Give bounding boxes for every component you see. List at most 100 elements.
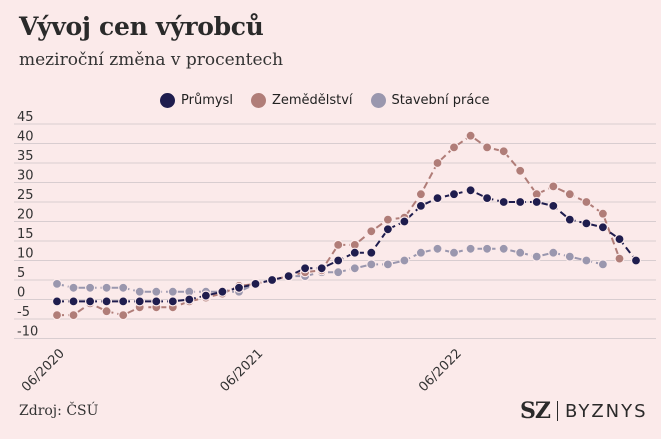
- data-point-0[interactable]: [415, 200, 426, 211]
- data-point-1[interactable]: [564, 189, 575, 200]
- data-point-2[interactable]: [134, 286, 145, 297]
- data-point-0[interactable]: [630, 255, 642, 266]
- legend-item-stavebni-prace[interactable]: Stavební práce: [370, 93, 490, 108]
- series-lines: [56, 134, 637, 317]
- data-point-2[interactable]: [51, 278, 63, 289]
- data-point-0[interactable]: [51, 296, 63, 307]
- data-point-1[interactable]: [614, 253, 625, 264]
- data-point-2[interactable]: [548, 247, 559, 258]
- data-point-1[interactable]: [333, 239, 344, 250]
- data-point-2[interactable]: [68, 282, 79, 293]
- data-point-1[interactable]: [101, 306, 112, 317]
- legend-swatch-stavebni-prace: [370, 93, 386, 108]
- data-point-1[interactable]: [448, 142, 460, 153]
- legend-item-zemedelstvi[interactable]: Zemědělství: [250, 93, 353, 108]
- data-point-0[interactable]: [614, 234, 625, 245]
- y-tick-label: 10: [17, 247, 34, 262]
- data-point-0[interactable]: [448, 189, 460, 200]
- data-point-1[interactable]: [366, 226, 377, 237]
- data-point-1[interactable]: [548, 181, 559, 192]
- data-point-0[interactable]: [134, 296, 145, 307]
- data-point-0[interactable]: [300, 263, 311, 274]
- data-point-1[interactable]: [415, 189, 426, 200]
- brand-divider: [556, 401, 558, 421]
- data-point-2[interactable]: [448, 247, 460, 258]
- y-tick-label: 45: [17, 110, 34, 125]
- data-point-1[interactable]: [432, 157, 443, 169]
- data-point-2[interactable]: [465, 243, 476, 254]
- data-point-0[interactable]: [118, 296, 129, 307]
- data-point-0[interactable]: [432, 193, 443, 204]
- data-point-0[interactable]: [465, 185, 476, 196]
- data-point-1[interactable]: [51, 310, 63, 321]
- data-point-1[interactable]: [482, 142, 493, 153]
- data-point-0[interactable]: [200, 290, 211, 301]
- y-tick-label: 40: [17, 130, 34, 145]
- brand-sz: SZ: [520, 398, 551, 424]
- data-point-2[interactable]: [366, 259, 377, 270]
- data-point-2[interactable]: [498, 243, 509, 254]
- data-point-0[interactable]: [233, 282, 245, 293]
- data-point-0[interactable]: [283, 271, 294, 282]
- y-tick-label: 20: [17, 208, 34, 223]
- data-point-2[interactable]: [101, 282, 112, 293]
- data-point-2[interactable]: [349, 263, 360, 274]
- data-point-0[interactable]: [498, 196, 509, 208]
- data-point-2[interactable]: [597, 259, 609, 270]
- data-point-0[interactable]: [597, 222, 609, 233]
- data-point-2[interactable]: [333, 267, 344, 278]
- x-tick-label: 06/2021: [218, 346, 267, 395]
- data-point-2[interactable]: [432, 243, 443, 254]
- y-tick-label: 0: [17, 286, 25, 301]
- data-point-2[interactable]: [382, 259, 393, 270]
- data-point-0[interactable]: [333, 255, 344, 266]
- data-point-0[interactable]: [564, 214, 575, 225]
- data-point-2[interactable]: [515, 247, 526, 258]
- data-point-0[interactable]: [267, 274, 278, 286]
- legend-swatch-zemedelstvi: [250, 93, 266, 108]
- data-point-0[interactable]: [101, 296, 112, 307]
- data-point-1[interactable]: [498, 146, 509, 157]
- chart-legend: Průmysl Zemědělství Stavební práce: [160, 93, 490, 108]
- data-point-1[interactable]: [382, 214, 393, 225]
- data-point-2[interactable]: [167, 286, 178, 297]
- data-point-2[interactable]: [415, 247, 426, 258]
- data-point-2[interactable]: [399, 255, 410, 266]
- data-point-0[interactable]: [151, 296, 162, 307]
- data-point-0[interactable]: [68, 296, 79, 307]
- data-point-0[interactable]: [349, 247, 360, 258]
- data-point-0[interactable]: [250, 278, 261, 289]
- data-point-2[interactable]: [564, 251, 575, 262]
- data-point-0[interactable]: [382, 224, 393, 235]
- data-point-1[interactable]: [118, 310, 129, 321]
- data-point-0[interactable]: [366, 247, 377, 258]
- y-tick-label: 35: [17, 149, 34, 164]
- data-point-2[interactable]: [482, 243, 493, 254]
- data-point-2[interactable]: [531, 251, 542, 262]
- data-point-1[interactable]: [68, 310, 79, 321]
- data-point-1[interactable]: [581, 196, 592, 208]
- data-point-1[interactable]: [465, 130, 476, 141]
- data-point-0[interactable]: [167, 296, 178, 307]
- data-point-2[interactable]: [118, 282, 129, 293]
- data-point-0[interactable]: [531, 196, 542, 208]
- data-point-2[interactable]: [581, 255, 592, 266]
- data-point-0[interactable]: [184, 294, 195, 305]
- data-point-1[interactable]: [515, 165, 526, 176]
- data-point-0[interactable]: [316, 263, 327, 274]
- data-point-0[interactable]: [482, 193, 493, 204]
- legend-label-prumysl: Průmysl: [181, 93, 233, 108]
- data-point-0[interactable]: [515, 196, 526, 208]
- data-point-2[interactable]: [151, 286, 162, 297]
- legend-item-prumysl[interactable]: Průmysl: [160, 93, 233, 108]
- x-axis: 06/2020 06/2021 06/2022: [19, 346, 465, 395]
- data-point-0[interactable]: [399, 216, 410, 227]
- data-point-0[interactable]: [84, 296, 96, 307]
- y-tick-label: 5: [17, 266, 25, 281]
- data-point-2[interactable]: [84, 282, 96, 293]
- data-point-0[interactable]: [217, 286, 228, 297]
- data-point-0[interactable]: [548, 200, 559, 211]
- data-point-1[interactable]: [597, 208, 609, 219]
- data-point-0[interactable]: [581, 218, 592, 229]
